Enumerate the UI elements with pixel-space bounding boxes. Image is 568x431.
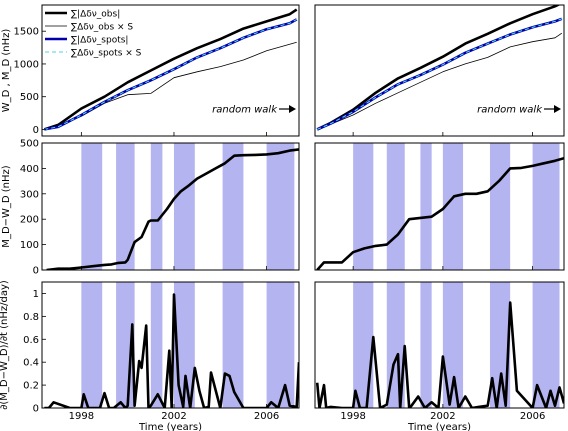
top-left-legend-label-2: ∑|Δδν_spots|	[71, 36, 128, 46]
mid-right-shaded-band-2	[420, 143, 432, 270]
mid-left-shaded-band-1	[116, 143, 135, 270]
bottom-left-ytick-label: 0.6	[23, 335, 39, 346]
mid-right-shaded-band-0	[353, 143, 374, 270]
bottom-left-xtick-label: 2002	[161, 411, 186, 422]
mid-right-shaded-band-1	[386, 143, 405, 270]
bottom-right-shaded-band-0	[353, 282, 374, 408]
bottom-left-shaded-band-5	[266, 282, 295, 408]
bottom-left-ylabel: ∂(M_D−W_D)/∂t (nHz/day)	[0, 280, 10, 410]
bottom-left-shaded-band-2	[150, 282, 163, 408]
top-right-annotation: random walk	[477, 105, 543, 116]
bottom-left-xtick-label: 2006	[254, 411, 279, 422]
top-left-ytick-label: 1000	[14, 59, 39, 70]
mid-left-ytick-label: 300	[20, 189, 39, 200]
top-right-series-group	[316, 5, 563, 131]
top-left-series-group	[43, 8, 298, 131]
bottom-right-shaded-band-4	[489, 282, 511, 408]
top-right-series-0	[316, 5, 561, 131]
mid-right-axes-frame	[314, 142, 565, 271]
top-left-legend-label-0: ∑|Δδν_obs|	[71, 10, 120, 20]
top-left-series-0	[43, 8, 298, 131]
bottom-left-axes-frame	[41, 281, 300, 409]
top-right-annotation-arrow-head	[554, 105, 561, 113]
top-right-series-1	[317, 32, 563, 130]
bottom-left-xlabel: Time (years)	[138, 422, 202, 431]
top-left-annotation: random walk	[212, 105, 278, 116]
mid-right-shaded-band-3	[442, 143, 464, 270]
bottom-right-xtick-label: 1998	[340, 411, 365, 422]
top-left-annotation-arrow-head	[289, 105, 296, 113]
mid-left-axes-frame	[41, 142, 300, 271]
top-left-ylabel: W_D , M_D (nHz)	[1, 29, 12, 113]
bottom-right-xlabel: Time (years)	[407, 422, 471, 431]
bottom-left-ytick-label: 1	[33, 289, 39, 300]
shading-layer	[81, 143, 560, 408]
mid-right-shaded-band-4	[489, 143, 511, 270]
mid-left-shaded-band-4	[222, 143, 244, 270]
top-left-axes-frame	[41, 4, 300, 137]
bottom-left-series-group	[44, 293, 299, 408]
top-left-legend-label-1: ∑Δδν_obs × S	[71, 23, 133, 33]
top-left-ytick-label: 500	[20, 92, 39, 103]
bottom-right-series-group	[315, 301, 564, 408]
bottom-left-xtick-label: 1998	[69, 411, 94, 422]
mid-left-ytick-label: 0	[33, 266, 39, 277]
top-left-ytick-label: 0	[33, 125, 39, 136]
mid-left-shaded-band-0	[81, 143, 103, 270]
bottom-right-shaded-band-2	[420, 282, 432, 408]
top-right-axes-frame	[314, 4, 565, 137]
mid-left-series-group	[46, 148, 299, 270]
mid-left-ytick-label: 400	[20, 164, 39, 175]
top-right-series-3	[316, 18, 562, 130]
top-left-ytick-label: 1500	[14, 27, 39, 38]
mid-left-ylabel: M_D−W_D (nHz)	[1, 165, 12, 247]
top-left-legend-label-3: ∑Δδν_spots × S	[71, 49, 142, 59]
mid-left-ytick-label: 500	[20, 139, 39, 150]
mid-left-series-0	[46, 148, 299, 270]
mid-left-ytick-label: 100	[20, 240, 39, 251]
bottom-left-series-0	[44, 293, 299, 408]
bottom-right-axes-frame	[314, 281, 565, 409]
bottom-right-xtick-label: 2002	[430, 411, 455, 422]
bottom-right-shaded-band-3	[442, 282, 464, 408]
bottom-left-shaded-band-0	[81, 282, 103, 408]
bottom-right-series-0	[315, 301, 564, 408]
bottom-left-ytick-label: 0.4	[23, 358, 39, 369]
lines-layer	[43, 5, 564, 408]
mid-left-shaded-band-3	[173, 143, 195, 270]
mid-right-series-group	[316, 156, 564, 270]
bottom-left-ytick-label: 0	[33, 404, 39, 415]
bottom-left-ytick-label: 0.2	[23, 381, 39, 392]
mid-left-shaded-band-2	[150, 143, 163, 270]
frames-layer	[41, 4, 565, 409]
mid-right-series-0	[316, 156, 564, 270]
bottom-right-xtick-label: 2006	[520, 411, 545, 422]
mid-left-ytick-label: 200	[20, 215, 39, 226]
mid-left-shaded-band-5	[266, 143, 295, 270]
bottom-left-ytick-label: 0.8	[23, 312, 39, 323]
top-left-series-3	[44, 18, 297, 130]
